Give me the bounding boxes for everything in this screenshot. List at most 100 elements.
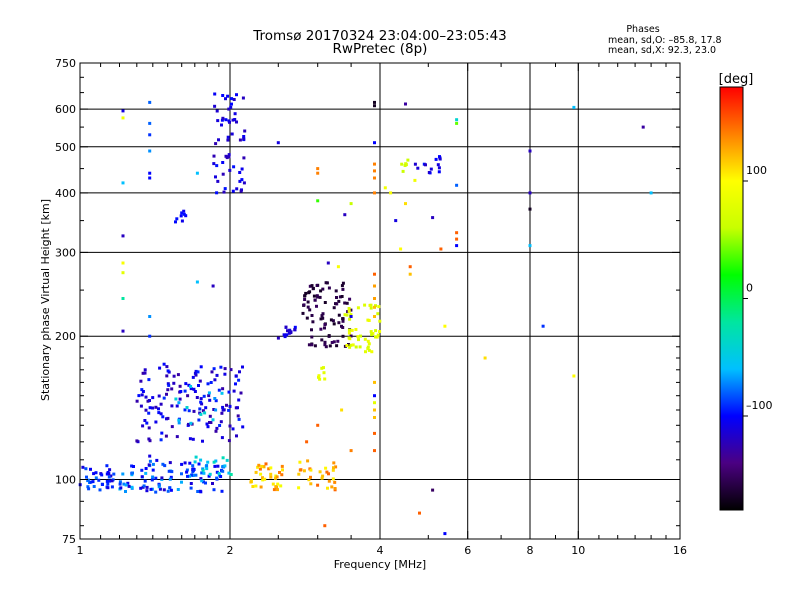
data-point <box>260 464 264 468</box>
data-point <box>214 408 218 412</box>
data-point <box>323 343 327 347</box>
data-point <box>213 464 217 468</box>
data-point <box>349 343 353 347</box>
data-point <box>307 343 311 347</box>
data-point <box>375 335 379 339</box>
data-point <box>331 468 335 472</box>
data-point <box>223 187 227 191</box>
data-point <box>226 135 230 139</box>
data-point <box>140 475 144 479</box>
data-point <box>208 398 212 402</box>
data-point <box>210 370 214 374</box>
data-point <box>322 366 325 370</box>
data-point <box>221 456 225 460</box>
data-point <box>347 343 350 346</box>
data-point <box>221 116 225 120</box>
data-point <box>220 391 224 395</box>
data-point <box>309 482 313 486</box>
data-point <box>336 265 340 269</box>
data-point <box>400 162 404 166</box>
data-point <box>262 465 266 469</box>
data-point <box>97 478 101 482</box>
data-point <box>418 511 421 515</box>
data-point <box>144 467 148 470</box>
data-point <box>214 142 218 146</box>
data-point <box>318 377 322 381</box>
data-point <box>239 391 243 395</box>
data-point <box>269 472 273 476</box>
data-point <box>211 418 215 422</box>
data-point <box>350 328 354 332</box>
data-point <box>202 480 205 484</box>
data-point <box>121 261 125 265</box>
data-point <box>227 439 231 443</box>
data-point <box>221 387 225 391</box>
data-point <box>235 120 238 124</box>
data-point <box>373 416 376 419</box>
data-point <box>216 464 220 468</box>
y-axis-label: Stationary phase Virtual Height [km] <box>39 199 52 401</box>
data-point <box>310 335 314 339</box>
data-point <box>227 155 231 159</box>
data-point <box>199 458 203 462</box>
data-point <box>189 486 193 490</box>
data-point <box>239 189 243 193</box>
data-point <box>189 482 193 485</box>
data-point <box>341 326 345 329</box>
data-point <box>214 429 218 433</box>
data-point <box>143 479 147 483</box>
data-point <box>278 471 281 474</box>
y-tick-label: 500 <box>55 141 76 154</box>
data-point <box>323 524 327 528</box>
data-point <box>528 207 532 211</box>
data-point <box>299 468 303 472</box>
data-point <box>323 377 327 381</box>
y-tick-label: 100 <box>55 474 76 487</box>
data-point <box>148 439 152 443</box>
data-point <box>201 439 204 443</box>
data-point <box>219 475 223 478</box>
data-point <box>221 94 225 97</box>
data-point <box>195 171 199 175</box>
data-point <box>217 388 221 392</box>
data-point <box>276 141 280 145</box>
data-point <box>320 338 324 342</box>
data-point <box>216 179 220 183</box>
data-point <box>194 455 198 459</box>
data-point <box>188 474 192 478</box>
data-point <box>309 468 313 472</box>
data-point <box>367 348 371 352</box>
data-point <box>176 488 180 491</box>
data-point <box>202 471 206 475</box>
data-point <box>254 470 258 474</box>
data-point <box>333 487 337 490</box>
data-point <box>199 397 203 401</box>
data-point <box>373 141 376 145</box>
data-point <box>162 488 166 492</box>
data-point <box>373 305 376 309</box>
data-point <box>443 532 447 536</box>
data-point <box>401 169 405 173</box>
data-point <box>232 389 236 393</box>
data-point <box>572 374 576 378</box>
data-point <box>158 487 162 491</box>
data-point <box>145 485 149 489</box>
data-point <box>316 483 320 487</box>
data-point <box>222 190 226 194</box>
data-point <box>180 472 183 476</box>
data-point <box>276 482 280 486</box>
colorbar: [deg] 100 0 –100 <box>719 72 773 511</box>
data-point <box>165 392 168 396</box>
data-point <box>330 485 334 489</box>
data-point <box>376 333 380 337</box>
data-point <box>332 461 336 465</box>
data-point <box>261 476 264 480</box>
chart-title: Tromsø 20170324 23:04:00–23:05:43 <box>252 28 507 44</box>
data-point <box>289 330 293 334</box>
data-point <box>207 474 211 478</box>
data-point <box>151 462 155 466</box>
data-point <box>170 425 174 429</box>
data-point <box>337 313 341 317</box>
